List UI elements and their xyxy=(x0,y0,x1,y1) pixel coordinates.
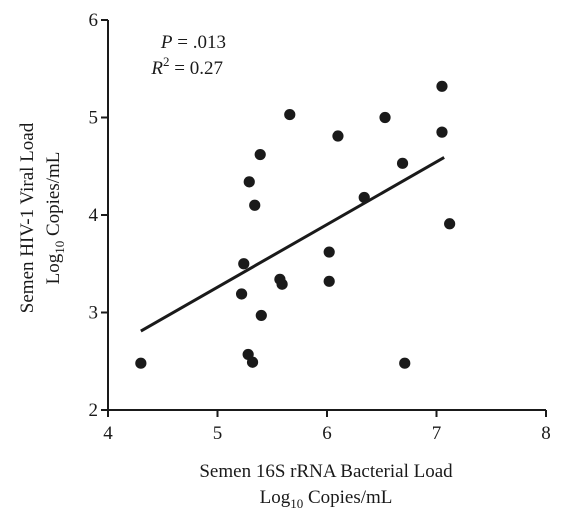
data-point xyxy=(332,130,344,142)
regression-line xyxy=(140,156,445,333)
data-point xyxy=(284,108,296,121)
x-axis-title-line2: Log10 Copies/mL xyxy=(260,487,393,511)
r-symbol: R xyxy=(150,58,163,79)
y-axis-units: Copies/mL xyxy=(43,152,64,241)
x-tick-label: 7 xyxy=(432,423,442,444)
data-point xyxy=(235,288,248,300)
r-squared-annotation: R2 = 0.27 xyxy=(150,54,223,79)
p-symbol: P xyxy=(160,32,173,53)
data-point xyxy=(396,157,409,169)
data-point xyxy=(323,246,335,258)
p-value-annotation: P = .013 xyxy=(160,32,226,53)
y-tick-label: 6 xyxy=(89,10,99,31)
y-ticks: 2 3 4 5 6 xyxy=(89,10,108,421)
y-axis-title: Semen HIV-1 Viral Load Log10 Copies/mL xyxy=(17,122,67,313)
p-value: = .013 xyxy=(173,32,226,53)
data-point xyxy=(436,80,448,92)
data-point xyxy=(358,191,370,204)
x-axis-log-text: Log xyxy=(260,487,291,508)
data-point xyxy=(249,199,261,211)
data-point xyxy=(379,111,391,124)
data-point xyxy=(238,258,250,270)
x-tick-label: 8 xyxy=(541,423,551,444)
y-tick-label: 4 xyxy=(89,205,99,226)
data-point xyxy=(246,356,259,368)
data-point xyxy=(399,357,411,369)
y-tick-label: 5 xyxy=(89,108,99,129)
y-axis-title-line2: Log10 Copies/mL xyxy=(43,152,67,285)
x-axis-title-line1: Semen 16S rRNA Bacterial Load xyxy=(199,461,453,482)
y-tick-label: 3 xyxy=(89,303,99,324)
data-point xyxy=(243,176,255,188)
data-points xyxy=(135,80,456,369)
y-axis-log-subscript: 10 xyxy=(52,241,67,254)
y-tick-label: 2 xyxy=(89,400,99,421)
y-axis-title-line1: Semen HIV-1 Viral Load xyxy=(17,122,38,313)
data-point xyxy=(323,275,335,287)
r-superscript: 2 xyxy=(163,54,170,69)
y-axis-log-text: Log xyxy=(43,253,64,284)
x-ticks: 4 5 6 7 8 xyxy=(103,410,551,444)
x-tick-label: 6 xyxy=(322,423,332,444)
x-axis-log-subscript: 10 xyxy=(290,496,303,511)
data-point xyxy=(276,278,288,290)
x-tick-label: 4 xyxy=(103,423,113,444)
x-axis-units: Copies/mL xyxy=(303,487,392,508)
data-point xyxy=(436,126,448,138)
data-point xyxy=(135,357,147,369)
data-point xyxy=(444,218,456,230)
x-tick-label: 5 xyxy=(213,423,223,444)
regression-line-group xyxy=(140,156,445,333)
data-point xyxy=(255,309,267,322)
data-point xyxy=(254,148,266,161)
r-value: = 0.27 xyxy=(170,58,223,79)
